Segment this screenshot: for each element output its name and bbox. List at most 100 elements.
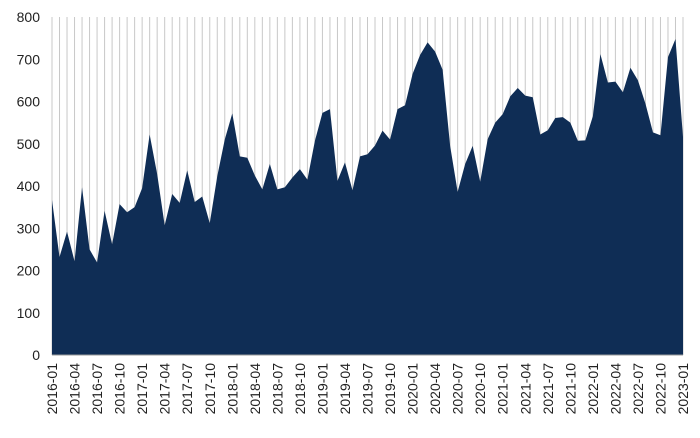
data-point-2016-03 <box>66 231 68 233</box>
x-tick-label-2018-04: 2018-04 <box>247 363 263 415</box>
data-point-2021-09 <box>562 116 564 118</box>
x-tick-label-2016-04: 2016-04 <box>67 363 83 415</box>
x-tick-label-2018-10: 2018-10 <box>292 363 308 415</box>
data-point-2018-05 <box>261 188 263 190</box>
data-point-2016-08 <box>104 210 106 212</box>
x-tick-label-2017-04: 2017-04 <box>157 363 173 415</box>
x-tick-label-2016-10: 2016-10 <box>112 363 128 415</box>
data-point-2018-10 <box>299 168 301 170</box>
x-tick-label-2020-07: 2020-07 <box>450 363 466 415</box>
data-point-2020-11 <box>487 138 489 140</box>
data-point-2016-06 <box>89 248 91 250</box>
data-point-2017-01 <box>141 187 143 189</box>
y-tick-label-100: 100 <box>17 305 41 321</box>
data-point-2017-05 <box>171 193 173 195</box>
data-point-2017-11 <box>216 175 218 177</box>
data-point-2017-08 <box>194 201 196 203</box>
data-point-2019-11 <box>397 108 399 110</box>
data-point-2017-02 <box>149 133 151 135</box>
data-point-2016-11 <box>126 211 128 213</box>
data-point-2022-06 <box>629 67 631 69</box>
data-point-2019-08 <box>374 144 376 146</box>
data-point-2016-07 <box>96 261 98 263</box>
data-point-2018-11 <box>306 179 308 181</box>
data-point-2016-10 <box>119 203 121 205</box>
data-point-2020-12 <box>494 122 496 124</box>
data-point-2016-01 <box>51 199 53 201</box>
data-point-2016-09 <box>111 243 113 245</box>
data-point-2020-10 <box>479 181 481 183</box>
x-tick-label-2020-04: 2020-04 <box>427 363 443 415</box>
data-point-2019-01 <box>321 112 323 114</box>
x-tick-label-2021-07: 2021-07 <box>540 363 556 415</box>
data-point-2020-06 <box>449 145 451 147</box>
x-tick-label-2017-01: 2017-01 <box>134 363 150 415</box>
data-point-2017-12 <box>224 139 226 141</box>
data-point-2019-06 <box>359 155 361 157</box>
data-point-2022-10 <box>659 134 661 136</box>
data-point-2016-04 <box>74 260 76 262</box>
data-point-2021-10 <box>569 122 571 124</box>
data-point-2016-05 <box>81 186 83 188</box>
x-tick-label-2020-10: 2020-10 <box>472 363 488 415</box>
data-point-2021-05 <box>532 96 534 98</box>
data-point-2022-04 <box>614 81 616 83</box>
x-tick-label-2019-10: 2019-10 <box>382 363 398 415</box>
y-tick-label-600: 600 <box>17 94 41 110</box>
data-point-2019-03 <box>336 180 338 182</box>
data-point-2018-02 <box>239 155 241 157</box>
data-point-2019-05 <box>351 189 353 191</box>
x-tick-label-2022-01: 2022-01 <box>585 363 601 415</box>
x-tick-label-2021-10: 2021-10 <box>562 363 578 415</box>
data-point-2018-09 <box>291 177 293 179</box>
data-point-2023-01 <box>682 136 684 138</box>
data-point-2018-04 <box>254 174 256 176</box>
x-tick-label-2021-01: 2021-01 <box>495 363 511 415</box>
x-axis-tick-labels: 2016-01 2016-04 2016-07 2016-10 2017-01 2017-… <box>44 363 691 415</box>
x-tick-label-2022-07: 2022-07 <box>630 363 646 415</box>
data-point-2022-05 <box>622 91 624 93</box>
x-tick-label-2017-07: 2017-07 <box>179 363 195 415</box>
data-point-2021-02 <box>509 95 511 97</box>
data-point-2020-07 <box>457 191 459 193</box>
x-tick-label-2016-01: 2016-01 <box>44 363 60 415</box>
data-point-2018-07 <box>276 188 278 190</box>
y-tick-label-200: 200 <box>17 263 41 279</box>
data-point-2022-01 <box>592 115 594 117</box>
data-point-2021-03 <box>517 87 519 89</box>
data-point-2021-01 <box>502 113 504 115</box>
data-point-2018-03 <box>246 157 248 159</box>
data-point-2021-04 <box>524 95 526 97</box>
data-point-2019-09 <box>382 130 384 132</box>
x-tick-label-2022-04: 2022-04 <box>607 363 623 415</box>
data-point-2018-12 <box>314 140 316 142</box>
y-tick-label-700: 700 <box>17 51 41 67</box>
data-point-2021-07 <box>547 129 549 131</box>
x-tick-label-2018-07: 2018-07 <box>269 363 285 415</box>
data-point-2019-04 <box>344 161 346 163</box>
data-point-2022-12 <box>674 38 676 40</box>
data-point-2016-12 <box>134 206 136 208</box>
x-tick-label-2022-10: 2022-10 <box>652 363 668 415</box>
data-point-2022-07 <box>637 79 639 81</box>
x-tick-label-2018-01: 2018-01 <box>224 363 240 415</box>
y-tick-label-800: 800 <box>17 9 41 25</box>
x-tick-label-2017-10: 2017-10 <box>202 363 218 415</box>
data-point-2018-08 <box>284 186 286 188</box>
data-point-2021-08 <box>554 117 556 119</box>
y-tick-label-400: 400 <box>17 178 41 194</box>
data-point-2017-04 <box>164 224 166 226</box>
x-tick-label-2019-07: 2019-07 <box>360 363 376 415</box>
data-point-2022-11 <box>667 56 669 58</box>
data-point-2020-08 <box>464 163 466 165</box>
data-point-2017-10 <box>209 222 211 224</box>
data-point-2017-06 <box>179 202 181 204</box>
data-point-2022-08 <box>644 103 646 105</box>
data-point-2021-11 <box>577 140 579 142</box>
x-tick-label-2020-01: 2020-01 <box>405 363 421 415</box>
data-area <box>52 38 683 355</box>
data-point-2018-01 <box>231 112 233 114</box>
data-point-2017-03 <box>156 173 158 175</box>
x-tick-label-2019-04: 2019-04 <box>337 363 353 415</box>
